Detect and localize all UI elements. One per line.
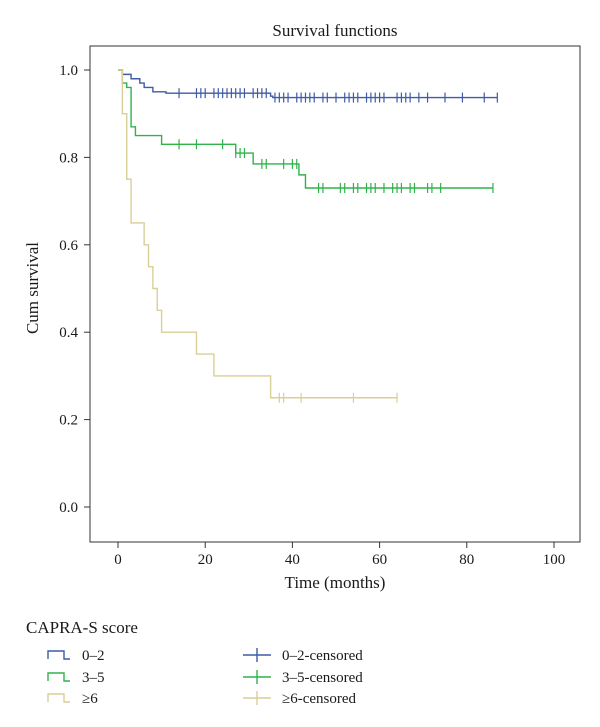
y-axis-label: Cum survival — [23, 242, 42, 334]
legend-censored-label-ge6: ≥6-censored — [282, 691, 357, 707]
axes: 0 20 40 60 80 100 0.0 0.2 0.4 0.6 0.8 1.0 — [59, 63, 565, 568]
legend: CAPRA-S score 0–2 0–2-censored 3–5 3–5-cens… — [26, 618, 363, 707]
y-tick-label: 0.2 — [59, 413, 78, 429]
curve-0-2 — [118, 69, 498, 99]
legend-censored-label-0-2: 0–2-censored — [282, 648, 363, 664]
legend-line-swatch-3-5 — [47, 672, 70, 682]
x-tick-label: 100 — [543, 552, 566, 568]
legend-label-ge6: ≥6 — [82, 691, 98, 707]
y-tick-label: 0.0 — [59, 500, 78, 516]
y-tick-label: 1.0 — [59, 63, 78, 79]
plot-frame — [89, 45, 581, 543]
y-tick-label: 0.8 — [59, 150, 78, 166]
y-tick-label: 0.6 — [59, 238, 78, 254]
x-tick-label: 20 — [198, 552, 213, 568]
x-tick-label: 80 — [459, 552, 474, 568]
legend-label-0-2: 0–2 — [82, 648, 105, 664]
legend-censored-label-3-5: 3–5-censored — [282, 670, 363, 686]
legend-line-swatch-ge6 — [47, 693, 70, 703]
x-tick-label: 60 — [372, 552, 387, 568]
chart-title: Survival functions — [272, 21, 397, 40]
y-tick-label: 0.4 — [59, 325, 78, 341]
curve-3-5 — [118, 69, 493, 189]
x-tick-label: 0 — [114, 552, 122, 568]
legend-line-swatch-0-2 — [47, 650, 70, 660]
legend-title: CAPRA-S score — [26, 618, 138, 637]
curves — [118, 69, 498, 403]
x-tick-label: 40 — [285, 552, 300, 568]
curve-ge6 — [118, 69, 398, 399]
legend-label-3-5: 3–5 — [82, 670, 105, 686]
x-axis-label: Time (months) — [285, 573, 386, 592]
